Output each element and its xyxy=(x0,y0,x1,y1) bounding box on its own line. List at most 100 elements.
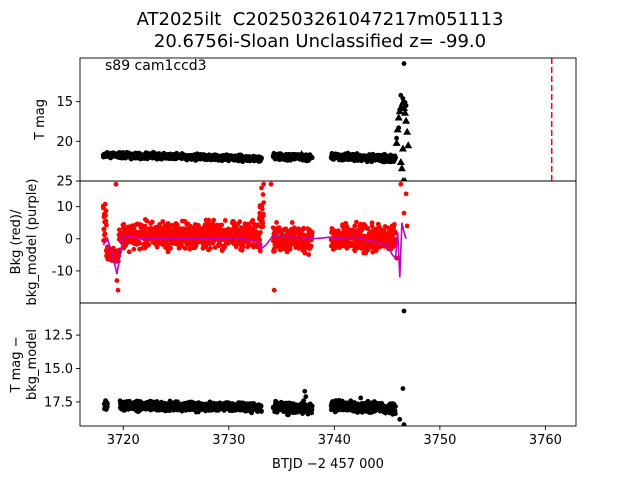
panel-annotation: s89 cam1ccd3 xyxy=(105,58,207,74)
data-point xyxy=(401,61,407,66)
data-point xyxy=(373,247,379,253)
y-tick-label: 10 xyxy=(56,200,73,215)
data-point xyxy=(206,217,212,223)
data-point xyxy=(401,308,407,314)
data-point xyxy=(309,407,315,413)
y-tick-label: 15.0 xyxy=(44,362,73,377)
data-point xyxy=(398,181,404,187)
data-point xyxy=(146,242,152,248)
data-point xyxy=(103,222,109,228)
panel-top: 15 20 25 T mag s89 cam1ccd3 xyxy=(33,57,577,190)
y-tick-label: 17.5 xyxy=(44,395,73,410)
data-point xyxy=(274,220,279,225)
data-point xyxy=(402,116,411,124)
data-point xyxy=(115,287,121,293)
data-point xyxy=(302,250,308,256)
data-point xyxy=(391,222,397,227)
y-tick-label: 15 xyxy=(56,95,73,110)
data-point xyxy=(143,225,148,231)
data-point xyxy=(110,245,116,251)
data-point xyxy=(403,191,409,197)
x-tick-label: 3740 xyxy=(318,433,351,448)
data-point xyxy=(217,241,223,247)
data-point xyxy=(398,98,407,106)
data-point xyxy=(309,155,315,161)
y-tick-label: 25 xyxy=(56,175,73,190)
data-point xyxy=(309,229,315,235)
data-point xyxy=(182,245,188,251)
data-point xyxy=(393,404,398,409)
data-point xyxy=(358,395,364,401)
data-point xyxy=(402,177,408,181)
data-point xyxy=(392,411,398,417)
data-point xyxy=(393,155,398,161)
data-point xyxy=(240,244,246,250)
data-point xyxy=(392,138,401,146)
data-point xyxy=(301,225,306,231)
data-point xyxy=(103,213,108,219)
data-point xyxy=(272,248,277,254)
y-axis-label: T mag xyxy=(33,99,48,141)
data-point xyxy=(261,181,267,187)
y-axis-label: Bkg (red)/bkg_model (purple) xyxy=(9,179,40,306)
data-point xyxy=(131,246,137,252)
data-point xyxy=(289,220,295,225)
y-axis-label-line: bkg_model xyxy=(25,329,40,400)
y-tick-label: 20 xyxy=(56,135,73,150)
data-point xyxy=(136,240,142,246)
y-axis-label-line: T mag − xyxy=(9,337,24,394)
data-point xyxy=(395,107,404,115)
y-axis-label-line: bkg_model (purple) xyxy=(25,179,40,306)
data-point xyxy=(306,252,312,257)
data-point xyxy=(144,218,150,224)
data-point xyxy=(401,108,410,116)
data-point xyxy=(237,219,243,225)
data-point xyxy=(259,408,264,414)
data-point xyxy=(301,398,307,403)
data-point xyxy=(398,144,407,152)
data-point xyxy=(102,201,108,207)
data-point xyxy=(261,211,266,217)
y-tick-label: 0 xyxy=(65,232,73,247)
x-axis-label: BTJD −2 457 000 xyxy=(272,457,384,472)
data-point xyxy=(303,394,309,399)
data-point xyxy=(259,155,264,161)
data-point xyxy=(400,386,406,391)
chart-title-line1: AT2025ilt C202503261047217m051113 xyxy=(136,9,504,30)
data-point xyxy=(404,141,413,149)
data-point xyxy=(404,223,410,229)
data-point xyxy=(268,181,274,187)
data-point xyxy=(394,135,399,141)
data-point xyxy=(101,226,107,232)
data-point xyxy=(393,125,402,133)
data-point xyxy=(271,287,277,293)
data-point xyxy=(344,224,350,229)
data-point xyxy=(160,219,166,224)
data-point xyxy=(207,245,213,251)
data-point xyxy=(308,243,314,249)
data-point xyxy=(309,403,315,409)
data-point xyxy=(113,181,119,187)
data-point xyxy=(168,245,173,251)
data-point xyxy=(359,226,365,232)
data-point xyxy=(261,200,267,205)
data-point xyxy=(103,218,109,224)
y-axis-label-line: T mag xyxy=(33,99,48,141)
chart-title-line2: 20.6756i-Sloan Unclassified z= -99.0 xyxy=(153,31,487,52)
data-point xyxy=(302,388,308,394)
y-axis-label-line: Bkg (red)/ xyxy=(9,209,24,274)
plot-area xyxy=(101,308,407,426)
data-point xyxy=(260,192,266,197)
panel-bottom: 12.5 15.0 17.5 T mag −bkg_model 3720 3730 3740… xyxy=(9,302,577,472)
data-point xyxy=(174,222,180,228)
data-point xyxy=(365,226,371,231)
x-tick-label: 3760 xyxy=(529,433,562,448)
data-point xyxy=(260,224,266,230)
y-tick-label: 12.5 xyxy=(44,329,73,344)
data-point xyxy=(337,245,342,251)
x-tick-label: 3730 xyxy=(212,433,245,448)
data-point xyxy=(103,208,109,214)
data-point xyxy=(121,221,127,227)
data-point xyxy=(381,228,387,234)
